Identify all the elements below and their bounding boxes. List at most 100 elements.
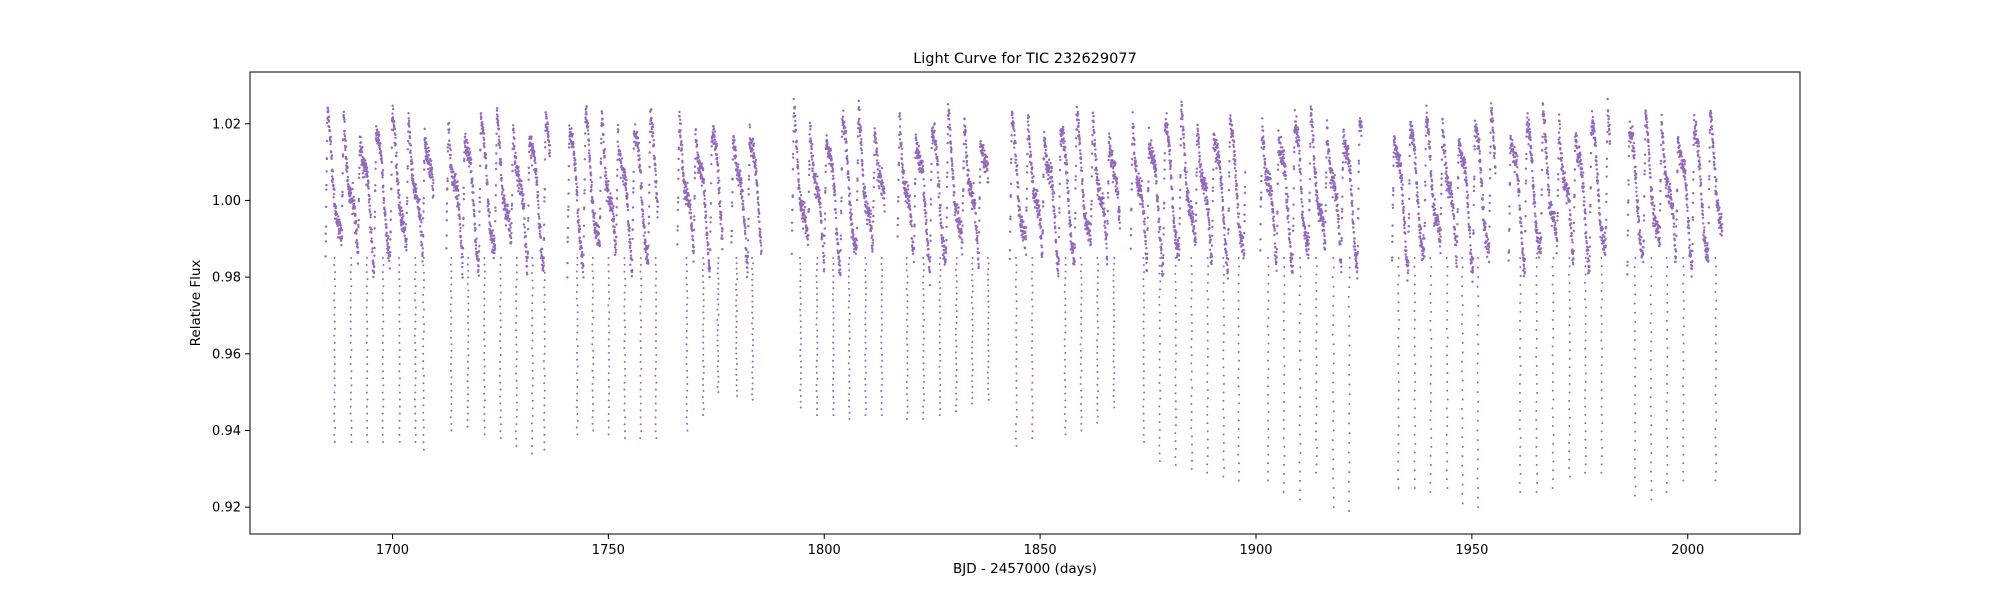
flux-point [648,151,651,154]
flux-point [380,157,383,160]
flux-point [677,157,680,161]
flux-point [338,231,342,235]
flux-point [860,140,863,144]
flux-point [717,179,721,182]
flux-point [914,133,917,136]
flux-point [586,125,590,128]
flux-point [604,183,608,186]
flux-point [1074,187,1077,190]
flux-point [460,265,464,269]
flux-point [624,182,628,186]
flux-point [471,184,475,187]
flux-point [908,204,912,208]
flux-point [589,171,592,174]
flux-point [449,148,453,152]
flux-point [928,268,931,271]
flux-point [734,146,737,149]
flux-point [719,217,723,220]
flux-point [614,242,618,246]
flux-point [385,239,389,242]
flux-point [1136,184,1139,188]
flux-point [424,137,427,140]
flux-point [1187,197,1190,200]
flux-point [701,167,705,170]
flux-point [797,178,800,181]
flux-point [900,147,904,150]
flux-point [1073,217,1077,220]
flux-point [448,144,451,147]
flux-point [418,224,422,228]
flux-point [698,159,701,162]
flux-point [745,258,748,262]
flux-point [747,178,751,181]
flux-point [807,190,811,194]
flux-point [693,171,697,175]
flux-point [1180,103,1184,107]
flux-point [1089,208,1093,211]
flux-point [366,174,369,178]
flux-point [938,192,941,195]
flux-point [830,157,833,160]
flux-point [953,200,956,204]
flux-point [953,213,957,217]
flux-point [404,245,408,249]
flux-point [456,201,459,204]
flux-point [718,186,721,190]
flux-point [346,176,350,179]
flux-point [693,165,697,168]
flux-point [1040,236,1043,240]
flux-point [500,193,504,196]
flux-point [757,203,760,206]
flux-point [652,138,655,142]
flux-point [397,196,401,199]
flux-point [1172,221,1176,225]
flux-point [806,228,809,231]
flux-point [791,208,794,212]
flux-point [651,125,655,129]
flux-point [343,120,346,123]
flux-point [512,147,516,150]
flux-point [538,230,542,233]
flux-point [1145,261,1148,265]
flux-point [577,208,580,211]
flux-point [736,168,739,171]
flux-point [856,177,859,180]
flux-point [484,166,488,170]
flux-point [1039,225,1043,228]
flux-point [527,178,530,181]
flux-point [715,153,719,156]
flux-point [870,225,873,228]
flux-point [878,164,881,168]
flux-point [872,199,875,203]
flux-point [747,174,751,178]
flux-point [676,201,680,204]
flux-point [703,189,707,192]
flux-point [1160,243,1163,246]
flux-point [409,151,412,155]
flux-point [1211,225,1214,229]
flux-point [679,134,682,137]
flux-point [637,141,641,145]
flux-point [710,145,713,148]
flux-point [1105,255,1109,259]
flux-point [548,148,551,152]
flux-point [1106,191,1110,195]
flux-point [1094,148,1097,151]
flux-point [467,165,471,168]
flux-point [703,205,707,209]
flux-point [845,154,849,158]
flux-point [1194,213,1198,216]
flux-point [517,169,520,173]
flux-point [715,144,718,148]
flux-point [1063,140,1066,143]
flux-point [360,154,363,157]
flux-point [947,118,951,121]
flux-point [1165,112,1168,115]
flux-point [860,148,864,152]
flux-point [871,248,874,251]
flux-point [803,214,806,217]
flux-point [1009,193,1012,197]
flux-point [575,199,579,202]
flux-point [548,144,552,147]
flux-point [735,177,739,180]
